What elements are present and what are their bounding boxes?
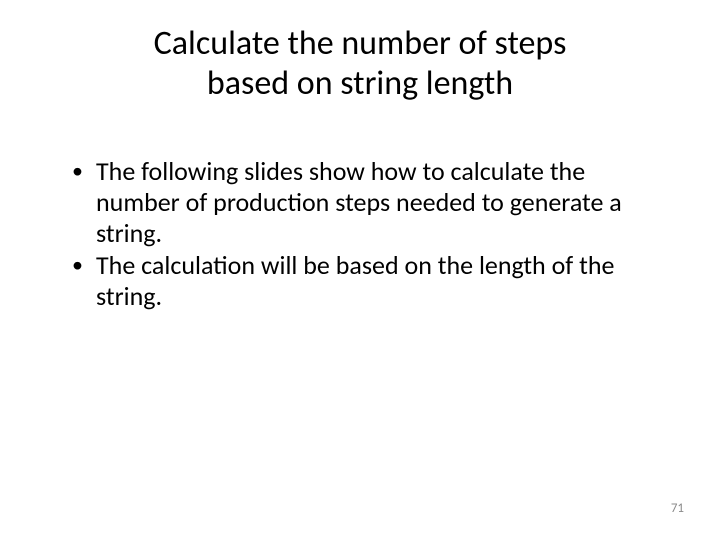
title-line-2: based on string length	[207, 63, 513, 104]
list-item: The following slides show how to calcula…	[72, 156, 672, 248]
bullet-list: The following slides show how to calcula…	[48, 156, 672, 311]
page-number: 71	[671, 501, 684, 516]
list-item: The calculation will be based on the len…	[72, 250, 672, 311]
bullet-text: The following slides show how to calcula…	[96, 155, 622, 248]
bullet-text: The calculation will be based on the len…	[96, 249, 614, 312]
title-line-1: Calculate the number of steps	[154, 23, 567, 64]
slide-container: Calculate the number of steps based on s…	[0, 0, 720, 540]
slide-title: Calculate the number of steps based on s…	[80, 24, 640, 104]
